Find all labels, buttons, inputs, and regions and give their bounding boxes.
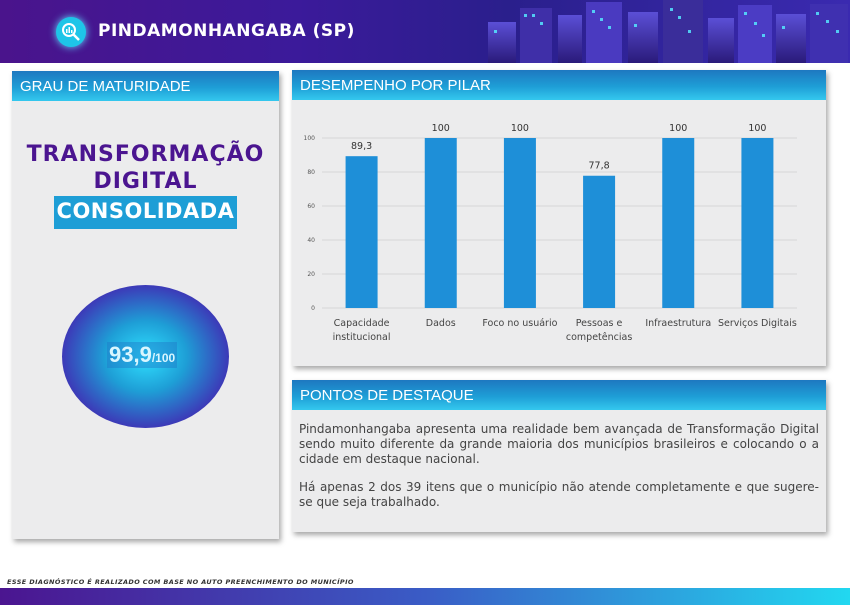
bar [741, 138, 774, 308]
y-tick-label: 80 [307, 169, 315, 176]
y-tick-label: 60 [307, 203, 315, 210]
data-label: 100 [669, 123, 687, 134]
maturity-section-title: GRAU DE MATURIDADE [12, 71, 279, 101]
score-circle: 93,9/100 [62, 285, 229, 428]
bar [424, 138, 457, 308]
highlights-paragraph-1: Pindamonhangaba apresenta uma realidade … [299, 422, 819, 466]
x-tick-label: institucional [333, 332, 391, 343]
bar [345, 156, 378, 308]
x-tick-label: Foco no usuário [482, 318, 557, 329]
pillar-panel: DESEMPENHO POR PILAR 0 20 40 60 80 100 89,3 Cap… [292, 70, 826, 366]
bar [662, 138, 695, 308]
highlights-paragraph-2: Há apenas 2 dos 39 itens que o município… [299, 480, 819, 509]
footer-disclaimer: ESSE DIAGNÓSTICO É REALIZADO COM BASE NO… [7, 578, 354, 586]
x-tick-label: competências [566, 332, 632, 343]
y-tick-label: 100 [304, 135, 316, 142]
x-tick-label: Dados [426, 318, 456, 329]
x-tick-label: Infraestrutura [645, 318, 711, 329]
maturity-heading-line1: TRANSFORMAÇÃO [26, 142, 265, 167]
footer-gradient-bar [0, 588, 850, 605]
maturity-level-badge: CONSOLIDADA [54, 196, 237, 229]
data-label: 100 [511, 123, 529, 134]
data-label: 100 [748, 123, 766, 134]
data-magnifier-icon [56, 17, 86, 47]
maturity-heading-line2: DIGITAL [93, 169, 198, 194]
pillar-bar-chart: 0 20 40 60 80 100 89,3 Capacidade institucional 1… [304, 123, 797, 343]
x-tick-label: Serviços Digitais [718, 318, 797, 329]
city-skyline-illustration [488, 0, 848, 63]
bar [503, 138, 536, 308]
data-label: 77,8 [589, 161, 610, 172]
pillar-section-title: DESEMPENHO POR PILAR [292, 70, 826, 100]
data-label: 100 [432, 123, 450, 134]
score-number: 93,9 [109, 342, 152, 367]
x-tick-label: Pessoas e [576, 318, 623, 329]
highlights-panel: PONTOS DE DESTAQUE Pindamonhangaba apres… [292, 380, 826, 532]
y-tick-label: 20 [307, 271, 315, 278]
highlights-section-title: PONTOS DE DESTAQUE [292, 380, 826, 410]
score-value: 93,9/100 [107, 342, 178, 368]
data-label: 89,3 [351, 141, 372, 152]
score-suffix: /100 [151, 351, 176, 365]
y-tick-label: 0 [311, 305, 315, 312]
y-tick-label: 40 [307, 237, 315, 244]
header-banner: PINDAMONHANGABA (SP) [0, 0, 850, 63]
page-title: PINDAMONHANGABA (SP) [98, 21, 355, 41]
x-tick-label: Capacidade [334, 318, 390, 329]
maturity-panel: GRAU DE MATURIDADE TRANSFORMAÇÃO DIGITAL… [12, 71, 279, 539]
bar [583, 175, 616, 308]
